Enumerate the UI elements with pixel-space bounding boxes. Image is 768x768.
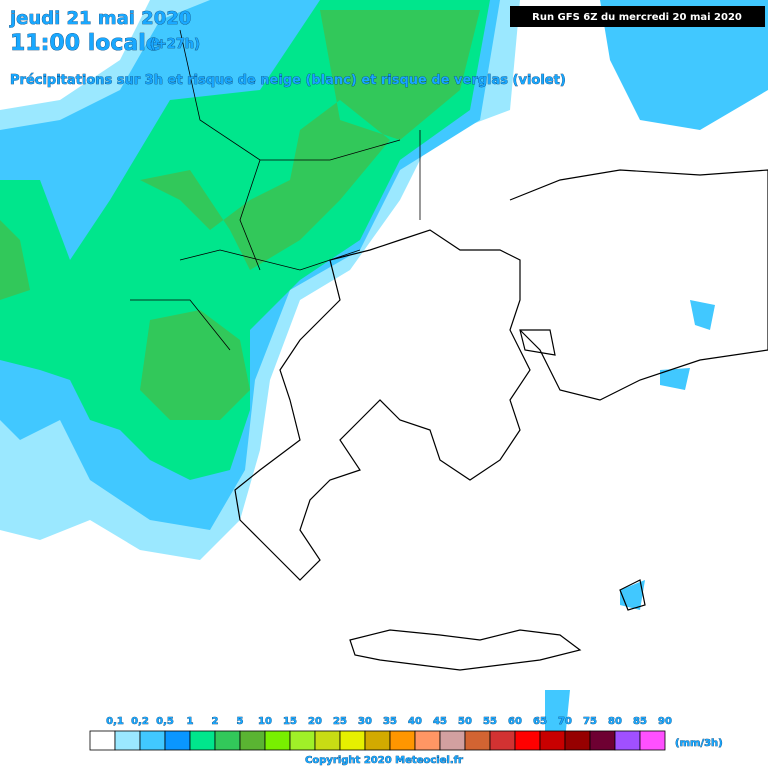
- legend-label: 75: [583, 716, 597, 727]
- precipitation: [0, 0, 768, 740]
- legend-label: 80: [608, 716, 622, 727]
- legend-swatch: [289, 730, 316, 751]
- legend-label: 2: [212, 716, 219, 727]
- legend-label: 10: [258, 716, 272, 727]
- legend-swatch: [89, 730, 116, 751]
- legend-swatch: [589, 730, 616, 751]
- legend-label: 1: [187, 716, 194, 727]
- legend-swatch: [314, 730, 341, 751]
- legend-swatch: [539, 730, 566, 751]
- legend-label: 85: [633, 716, 647, 727]
- legend-label: 20: [308, 716, 322, 727]
- legend-label: 40: [408, 716, 422, 727]
- legend-label: 55: [483, 716, 497, 727]
- legend-swatch: [114, 730, 141, 751]
- legend-label: 0,5: [156, 716, 174, 727]
- legend-label: 45: [433, 716, 447, 727]
- legend-label: 65: [533, 716, 547, 727]
- legend-swatch: [139, 730, 166, 751]
- legend-swatch: [639, 730, 666, 751]
- run-info: Run GFS 6Z du mercredi 20 mai 2020: [532, 12, 742, 23]
- legend: 0,1 0,2 0,5 1 2 5 10 15 20 25 30 35 40 45 50 55 60 65 70 75…: [89, 716, 672, 751]
- time: 11:00 locale: [10, 31, 161, 56]
- legend-swatch: [564, 730, 591, 751]
- lead-time: (+27h): [150, 37, 200, 52]
- legend-swatch: [514, 730, 541, 751]
- date: jeudi 21 mai 2020: [9, 8, 191, 29]
- legend-swatch: [489, 730, 516, 751]
- legend-swatch: [614, 730, 641, 751]
- legend-swatch: [464, 730, 491, 751]
- legend-label: 30: [358, 716, 372, 727]
- legend-label: 35: [383, 716, 397, 727]
- legend-swatch: [164, 730, 191, 751]
- legend-label: 5: [237, 716, 244, 727]
- legend-swatch: [189, 730, 216, 751]
- legend-label: 60: [508, 716, 522, 727]
- subtitle: Précipitations sur 3h et risque de neige…: [10, 73, 566, 88]
- legend-label: 50: [458, 716, 472, 727]
- legend-swatch: [264, 730, 291, 751]
- legend-label: 25: [333, 716, 347, 727]
- legend-label: 15: [283, 716, 297, 727]
- legend-swatch: [414, 730, 441, 751]
- legend-label: 0,1: [106, 716, 124, 727]
- legend-label: 0,2: [131, 716, 149, 727]
- legend-swatch: [439, 730, 466, 751]
- legend-swatch: [214, 730, 241, 751]
- legend-label: 90: [658, 716, 672, 727]
- legend-swatch: [389, 730, 416, 751]
- legend-unit: (mm/3h): [675, 738, 723, 749]
- run-box: [510, 6, 765, 27]
- legend-swatch: [339, 730, 366, 751]
- copyright: Copyright 2020 Meteociel.fr: [305, 755, 463, 766]
- legend-label: 70: [558, 716, 572, 727]
- coastlines: [130, 29, 768, 671]
- legend-swatch: [239, 730, 266, 751]
- legend-swatch: [364, 730, 391, 751]
